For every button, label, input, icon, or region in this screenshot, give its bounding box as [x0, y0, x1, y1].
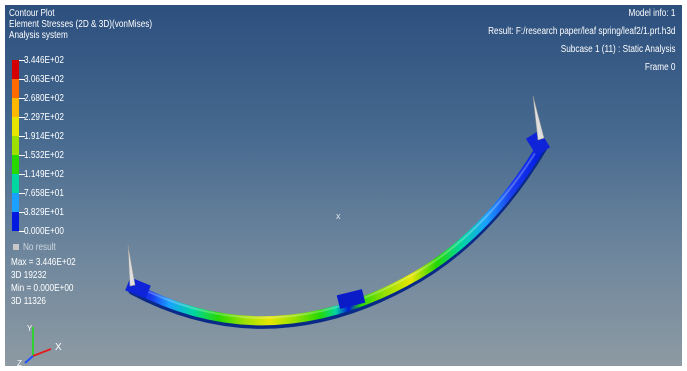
result-stats: Max = 3.446E+02 3D 19232 Min = 0.000E+00…: [11, 257, 76, 307]
plot-type-label: Contour Plot: [9, 8, 55, 19]
result-path-label: Result: F:/research paper/leaf spring/le…: [487, 26, 675, 37]
legend-value-label: 1.532E+02: [24, 150, 64, 161]
graphics-viewport[interactable]: x Contour Plot Element Stresses (2D & 3D…: [5, 5, 682, 366]
subcase-label: Subcase 1 (11) : Static Analysis: [560, 44, 675, 55]
legend-value-label: 1.914E+02: [24, 131, 64, 142]
z-axis-line: [24, 355, 34, 364]
legend-tick: [19, 231, 25, 232]
legend-swatch: [12, 174, 19, 193]
axis-triad[interactable]: X Y Z: [11, 323, 71, 366]
legend-value-label: 0.000E+00: [24, 226, 64, 237]
right-load-arrow: [532, 95, 545, 141]
legend-tick: [19, 60, 25, 61]
result-type-label: Element Stresses (2D & 3D)(vonMises): [9, 19, 153, 30]
no-result-label: No result: [23, 242, 56, 253]
legend-tick: [19, 117, 25, 118]
y-axis-label: Y: [27, 324, 33, 333]
legend-swatch: [12, 60, 19, 79]
legend-tick: [19, 98, 25, 99]
legend-swatch: [12, 136, 19, 155]
legend-swatch: [12, 212, 19, 231]
legend-value-label: 2.297E+02: [24, 112, 64, 123]
left-load-arrow: [127, 244, 136, 287]
min-element-label: 3D 11326: [11, 296, 46, 307]
view-center-marker: x: [336, 211, 341, 221]
spring-body: [128, 140, 547, 326]
min-value-label: Min = 0.000E+00: [11, 283, 74, 294]
legend-value-label: 7.658E+01: [24, 188, 64, 199]
plot-header: Contour Plot Element Stresses (2D & 3D)(…: [9, 8, 152, 41]
model-info-label: Model info: 1: [628, 8, 675, 19]
legend-swatch: [12, 193, 19, 212]
legend-tick: [19, 136, 25, 137]
z-axis-label: Z: [17, 359, 22, 366]
no-result-swatch: [13, 244, 19, 250]
max-element-label: 3D 19232: [11, 270, 47, 281]
x-axis-label: X: [55, 342, 62, 353]
center-clamp-block: [336, 289, 366, 309]
legend-value-label: 2.680E+02: [24, 93, 64, 104]
frame-label: Frame 0: [644, 62, 675, 73]
legend-value-label: 3.829E+01: [24, 207, 64, 218]
max-value-label: Max = 3.446E+02: [11, 257, 76, 268]
legend-value-label: 3.446E+02: [24, 55, 64, 66]
legend-tick: [19, 174, 25, 175]
model-scene[interactable]: x: [5, 5, 682, 366]
spring-highlight: [132, 141, 543, 319]
legend-swatch: [12, 79, 19, 98]
right-eye-block: [525, 130, 551, 156]
leaf-spring-model[interactable]: [125, 95, 551, 329]
legend-swatch: [12, 155, 19, 174]
x-axis-line: [32, 348, 52, 357]
legend-tick: [19, 212, 25, 213]
legend-tick: [19, 193, 25, 194]
analysis-system-label: Analysis system: [9, 30, 68, 41]
model-info-panel: Model info: 1 Result: F:/research paper/…: [488, 8, 675, 73]
legend-value-label: 3.063E+02: [24, 74, 64, 85]
legend-tick: [19, 155, 25, 156]
legend-value-label: 1.149E+02: [24, 169, 64, 180]
legend-tick: [19, 79, 25, 80]
legend-swatch: [12, 98, 19, 117]
legend-swatch: [12, 117, 19, 136]
